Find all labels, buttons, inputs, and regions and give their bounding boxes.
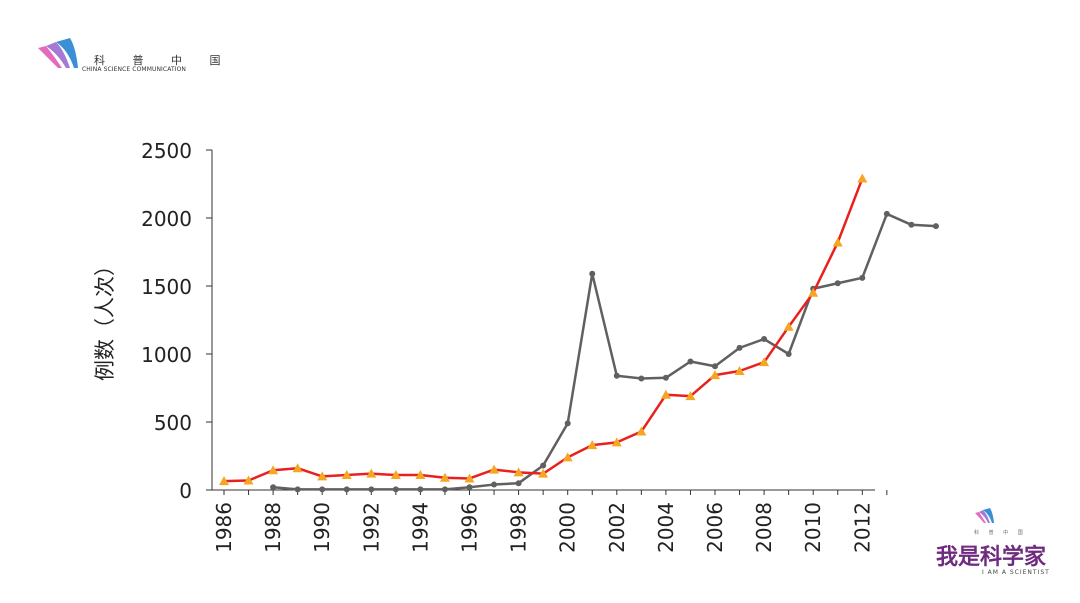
x-tick-label: 1996 bbox=[458, 502, 482, 553]
y-tick-label: 2000 bbox=[141, 207, 192, 231]
data-point bbox=[489, 464, 500, 474]
small-wave-icon bbox=[975, 508, 994, 523]
data-point bbox=[734, 366, 745, 375]
x-tick-label: 2000 bbox=[556, 502, 580, 553]
y-axis-label: 例数（人次） bbox=[93, 255, 117, 381]
data-point bbox=[439, 472, 450, 482]
y-tick-label: 0 bbox=[179, 479, 192, 503]
x-tick-label: 2010 bbox=[801, 502, 825, 553]
data-point bbox=[538, 468, 549, 478]
data-point bbox=[808, 287, 819, 297]
data-point bbox=[832, 237, 843, 247]
data-point bbox=[857, 173, 868, 183]
logo-wave-icon bbox=[38, 38, 78, 68]
logo-en-text: CHINA SCIENCE COMMUNICATION bbox=[82, 66, 186, 73]
y-tick-label: 1500 bbox=[141, 275, 192, 299]
x-tick-label: 1988 bbox=[261, 502, 285, 553]
x-tick-label: 2002 bbox=[605, 502, 629, 553]
series-line bbox=[272, 212, 937, 491]
data-point bbox=[243, 475, 254, 485]
data-point bbox=[587, 440, 598, 450]
x-tick-label: 1992 bbox=[359, 502, 383, 553]
data-point bbox=[660, 389, 671, 399]
x-tick-label: 1994 bbox=[408, 502, 432, 553]
data-point bbox=[636, 426, 647, 436]
x-tick-label: 1986 bbox=[212, 502, 236, 553]
data-point bbox=[292, 463, 303, 473]
data-point bbox=[759, 357, 770, 367]
data-point bbox=[415, 470, 426, 480]
logo-bottom: 科 普 中 国 我是科学家 I AM A SCIENTIST bbox=[930, 508, 1049, 580]
data-point bbox=[513, 467, 524, 477]
data-point bbox=[268, 465, 279, 475]
series-layer bbox=[219, 173, 939, 493]
x-tick-label: 1998 bbox=[507, 502, 531, 553]
x-tick-label: 2004 bbox=[654, 502, 678, 553]
data-point bbox=[390, 470, 401, 480]
series-line bbox=[223, 178, 864, 483]
x-tick-label: 1990 bbox=[310, 502, 334, 553]
small-logo-text: 科 普 中 国 bbox=[974, 530, 1027, 536]
y-tick-label: 2500 bbox=[141, 139, 192, 163]
logo-top: 科 普 中 国 CHINA SCIENCE COMMUNICATION bbox=[36, 38, 221, 78]
axes: 0 500 1000 1500 2000 2500 1986 1988 1990 1992 1994… bbox=[141, 139, 888, 553]
y-tick-label: 1000 bbox=[141, 343, 192, 367]
data-point bbox=[710, 370, 720, 380]
logo-cn-text: 科 普 中 国 bbox=[94, 54, 233, 67]
x-tick-label: 2006 bbox=[703, 502, 727, 553]
y-tick-label: 500 bbox=[154, 411, 192, 435]
x-tick-label: 2012 bbox=[850, 502, 874, 553]
data-point bbox=[611, 437, 622, 447]
data-point bbox=[685, 391, 696, 401]
brand-title: 我是科学家 bbox=[936, 544, 1047, 570]
data-point bbox=[562, 452, 573, 462]
brand-subtitle: I AM A SCIENTIST bbox=[982, 569, 1050, 576]
data-point bbox=[464, 473, 475, 483]
data-point bbox=[366, 468, 377, 478]
data-point bbox=[317, 471, 328, 481]
data-point bbox=[341, 470, 352, 480]
x-tick-label: 2008 bbox=[752, 502, 776, 553]
data-point bbox=[783, 321, 794, 331]
data-point bbox=[219, 476, 229, 486]
